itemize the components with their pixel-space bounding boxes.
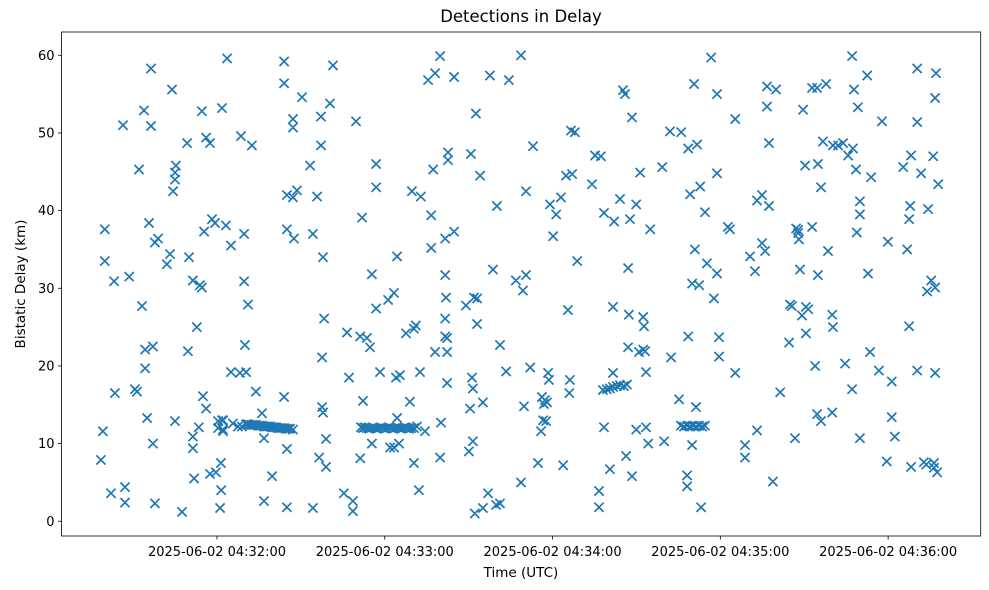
y-axis-label: Bistatic Delay (km) xyxy=(13,220,29,349)
scatter-points-path xyxy=(95,50,944,519)
y-tick-label: 30 xyxy=(38,282,55,297)
y-tick-label: 40 xyxy=(38,204,55,219)
x-tick-label: 2025-06-02 04:32:00 xyxy=(148,545,286,560)
y-tick-label: 10 xyxy=(38,437,55,452)
chart-title: Detections in Delay xyxy=(440,7,602,26)
y-tick-label: 60 xyxy=(38,49,55,64)
x-axis-ticks: 2025-06-02 04:32:00 2025-06-02 04:33:00 20… xyxy=(148,536,957,560)
x-tick-label: 2025-06-02 04:33:00 xyxy=(316,545,454,560)
x-tick-label: 2025-06-02 04:36:00 xyxy=(819,545,957,560)
x-tick-label: 2025-06-02 04:34:00 xyxy=(484,545,622,560)
y-tick-label: 20 xyxy=(38,360,55,375)
y-axis-ticks: 0 10 20 30 40 50 60 xyxy=(38,49,62,530)
x-tick-label: 2025-06-02 04:35:00 xyxy=(651,545,789,560)
plot-area xyxy=(61,31,982,537)
y-tick-label: 0 xyxy=(46,515,54,530)
y-tick-label: 50 xyxy=(38,127,55,142)
x-axis-label: Time (UTC) xyxy=(483,565,559,581)
scatter-points xyxy=(95,50,944,519)
